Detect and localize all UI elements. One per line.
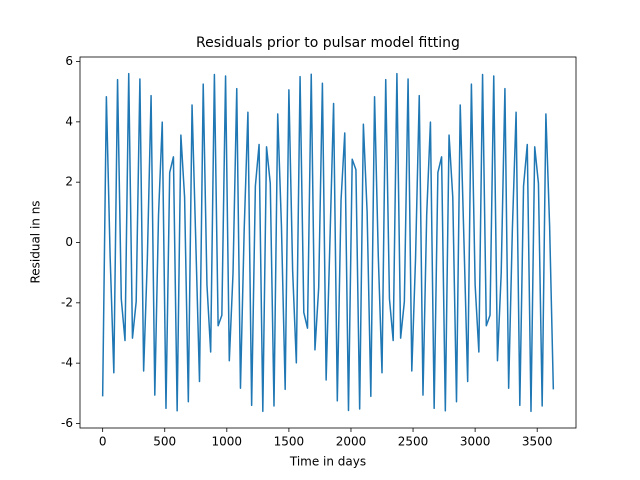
y-tick-label: -2 [61,295,73,309]
x-tick-label: 500 [153,435,176,449]
data-line [101,72,555,413]
y-tick-label: 4 [65,114,73,128]
x-tick-label: 3500 [522,435,553,449]
y-tick-label: 0 [65,235,73,249]
y-tick-label: -4 [61,356,73,370]
y-tick-label: -6 [61,416,73,430]
chart-title: Residuals prior to pulsar model fitting [196,35,460,51]
x-tick-label: 0 [99,435,107,449]
y-tick-label: 6 [65,54,73,68]
plot-frame [79,56,577,429]
x-tick-label: 1000 [212,435,243,449]
x-axis-label: Time in days [289,455,366,469]
x-tick-label: 2500 [398,435,429,449]
x-tick-label: 2000 [336,435,367,449]
y-axis-label: Residual in ns [29,200,43,283]
x-tick-label: 3000 [460,435,491,449]
y-tick-label: 2 [65,175,73,189]
x-tick-label: 1500 [274,435,305,449]
